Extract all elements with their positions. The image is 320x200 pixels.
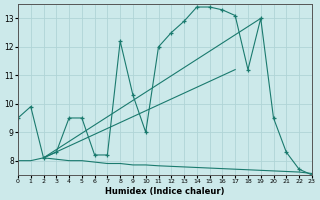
X-axis label: Humidex (Indice chaleur): Humidex (Indice chaleur) bbox=[105, 187, 225, 196]
